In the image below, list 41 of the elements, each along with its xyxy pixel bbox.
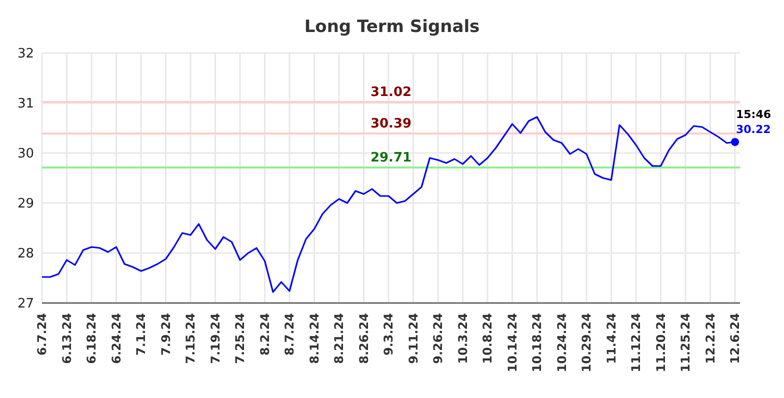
x-tick-label: 6.7.24 xyxy=(35,313,50,356)
x-tick-label: 11.4.24 xyxy=(604,313,618,364)
annotation: 15:46 xyxy=(736,108,772,121)
x-tick-label: 8.14.24 xyxy=(307,313,322,364)
x-tick-label: 6.18.24 xyxy=(84,313,99,364)
x-tick-label: 7.9.24 xyxy=(158,313,173,356)
x-tick-label: 11.20.24 xyxy=(654,313,668,372)
x-tick-label: 7.15.24 xyxy=(184,313,198,364)
y-tick-label: 27 xyxy=(17,296,34,312)
y-tick-label: 31 xyxy=(17,96,34,112)
x-tick-label: 11.25.24 xyxy=(678,313,693,372)
x-tick-label: 7.25.24 xyxy=(233,313,248,364)
x-tick-label: 9.26.24 xyxy=(431,313,446,364)
data-label: 30.22 xyxy=(736,123,771,136)
x-tick-label: 8.21.24 xyxy=(332,313,346,364)
x-tick-label: 6.13.24 xyxy=(60,313,74,364)
x-tick-label: 6.24.24 xyxy=(109,313,124,364)
y-tick-label: 32 xyxy=(17,46,34,62)
x-tick-label: 9.3.24 xyxy=(382,313,396,356)
ref-line-label: 29.71 xyxy=(370,150,412,166)
x-tick-label: 10.24.24 xyxy=(554,313,569,372)
x-tick-label: 10.3.24 xyxy=(456,313,470,364)
x-tick-label: 10.8.24 xyxy=(480,313,495,364)
x-tick-label: 7.1.24 xyxy=(134,313,148,356)
x-tick-label: 8.7.24 xyxy=(282,313,297,356)
x-tick-label: 9.11.24 xyxy=(406,313,420,364)
x-tick-label: 10.14.24 xyxy=(505,313,520,372)
x-tick-label: 11.12.24 xyxy=(629,313,644,372)
chart-title: Long Term Signals xyxy=(304,17,480,37)
x-tick-label: 12.2.24 xyxy=(703,313,718,364)
x-tick-label: 12.6.24 xyxy=(728,313,742,364)
x-tick-label: 8.2.24 xyxy=(258,313,272,356)
ref-line-label: 31.02 xyxy=(370,85,412,100)
ref-line-label: 30.39 xyxy=(370,116,412,132)
x-tick-label: 10.29.24 xyxy=(580,313,594,372)
x-tick-label: 7.19.24 xyxy=(208,313,222,364)
x-tick-label: 10.18.24 xyxy=(530,313,544,372)
y-tick-label: 29 xyxy=(17,196,34,212)
y-tick-label: 30 xyxy=(17,146,34,162)
y-tick-label: 28 xyxy=(17,246,34,262)
x-tick-label: 8.26.24 xyxy=(356,313,371,364)
